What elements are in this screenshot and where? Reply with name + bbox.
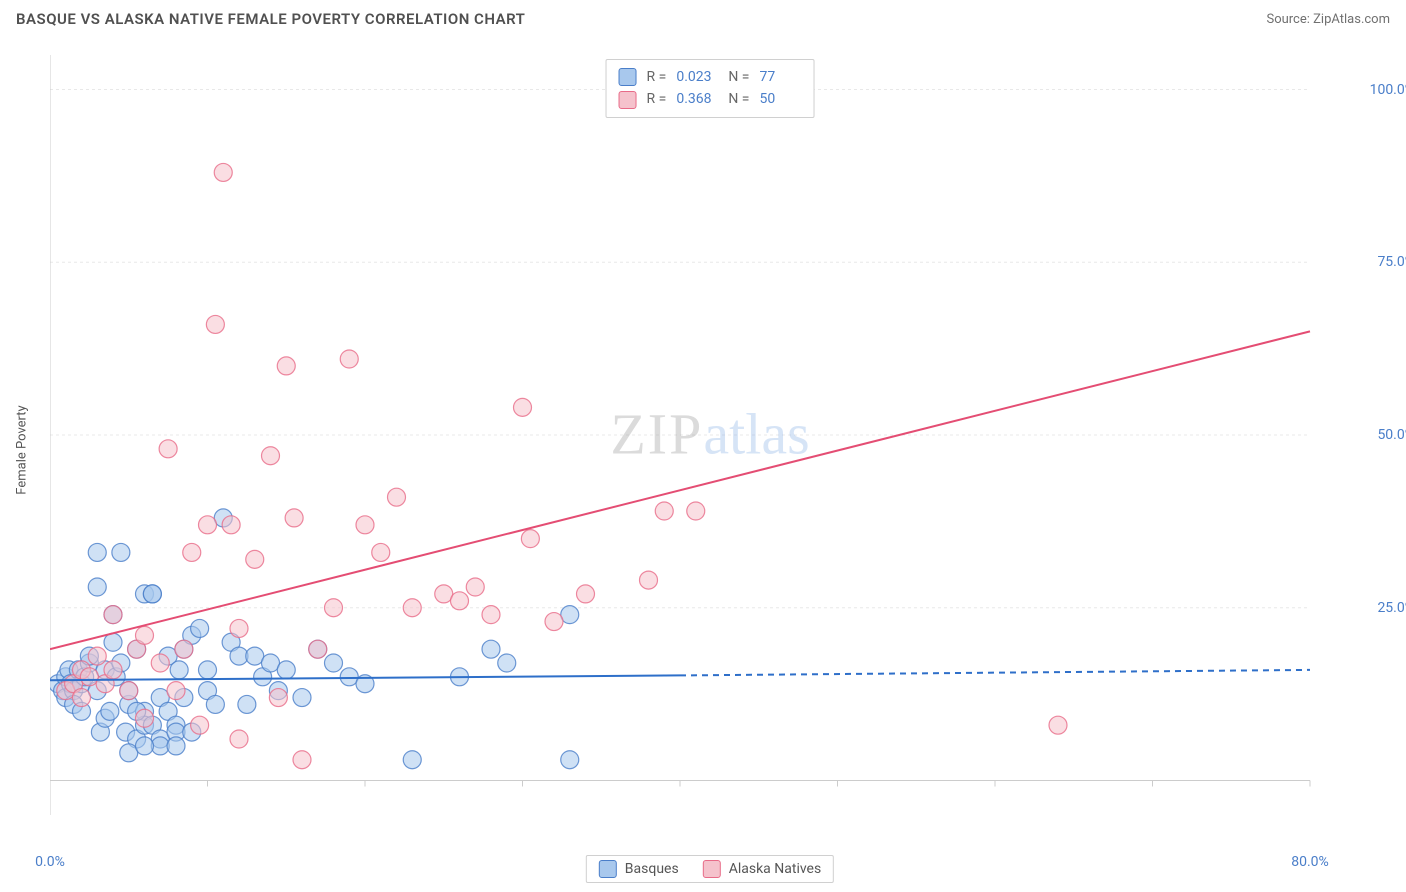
y-axis-label: Female Poverty (15, 405, 30, 494)
alaska-swatch-icon (619, 91, 637, 109)
chart-container: Female Poverty ZIPatlas R = 0.023 N = 77… (50, 55, 1370, 845)
r-value: 0.023 (676, 66, 718, 88)
n-value: 77 (759, 66, 801, 88)
chart-header: BASQUE VS ALASKA NATIVE FEMALE POVERTY C… (0, 0, 1406, 32)
legend-series-item: Basques (599, 860, 679, 878)
legend-stats-row: R = 0.023 N = 77 (619, 66, 802, 88)
basques-swatch-icon (599, 860, 617, 878)
chart-title: BASQUE VS ALASKA NATIVE FEMALE POVERTY C… (16, 10, 525, 28)
n-value: 50 (759, 88, 801, 110)
legend-stats: R = 0.023 N = 77 R = 0.368 N = 50 (606, 59, 815, 118)
y-tick-label: 50.0% (1360, 427, 1406, 443)
y-tick-label: 25.0% (1360, 600, 1406, 616)
alaska-swatch-icon (703, 860, 721, 878)
series-label: Alaska Natives (729, 861, 822, 877)
r-value: 0.368 (676, 88, 718, 110)
legend-series-item: Alaska Natives (703, 860, 822, 878)
y-tick-label: 75.0% (1360, 254, 1406, 270)
series-label: Basques (625, 861, 679, 877)
legend-stats-row: R = 0.368 N = 50 (619, 88, 802, 110)
basques-swatch-icon (619, 68, 637, 86)
y-tick-label: 100.0% (1360, 82, 1406, 98)
legend-series: Basques Alaska Natives (586, 855, 834, 883)
x-tick-label: 0.0% (35, 854, 65, 870)
scatter-plot (50, 55, 1370, 845)
x-tick-label: 80.0% (1291, 854, 1329, 870)
source-attribution: Source: ZipAtlas.com (1266, 12, 1390, 27)
